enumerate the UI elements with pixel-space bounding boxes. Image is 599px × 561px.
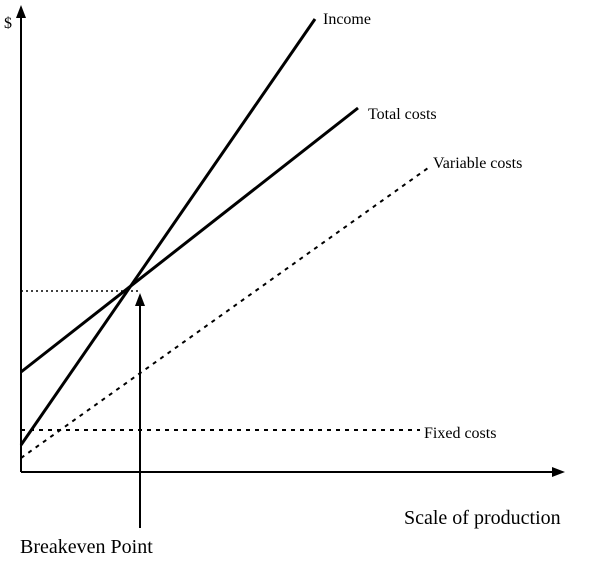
total-costs-line <box>20 106 359 374</box>
y-axis-label: $ <box>4 15 12 32</box>
income-label: Income <box>323 11 371 28</box>
variable-costs-line <box>20 167 429 459</box>
total-costs-label: Total costs <box>368 106 437 123</box>
x-axis-label: Scale of production <box>404 507 561 529</box>
variable-costs-label: Variable costs <box>433 155 522 172</box>
fixed-costs-label: Fixed costs <box>424 425 496 442</box>
breakeven-arrowhead <box>135 293 145 306</box>
y-axis-arrowhead <box>16 5 26 18</box>
breakeven-label: Breakeven Point <box>20 536 153 558</box>
income-line <box>19 18 317 446</box>
x-axis-arrowhead <box>552 467 565 477</box>
